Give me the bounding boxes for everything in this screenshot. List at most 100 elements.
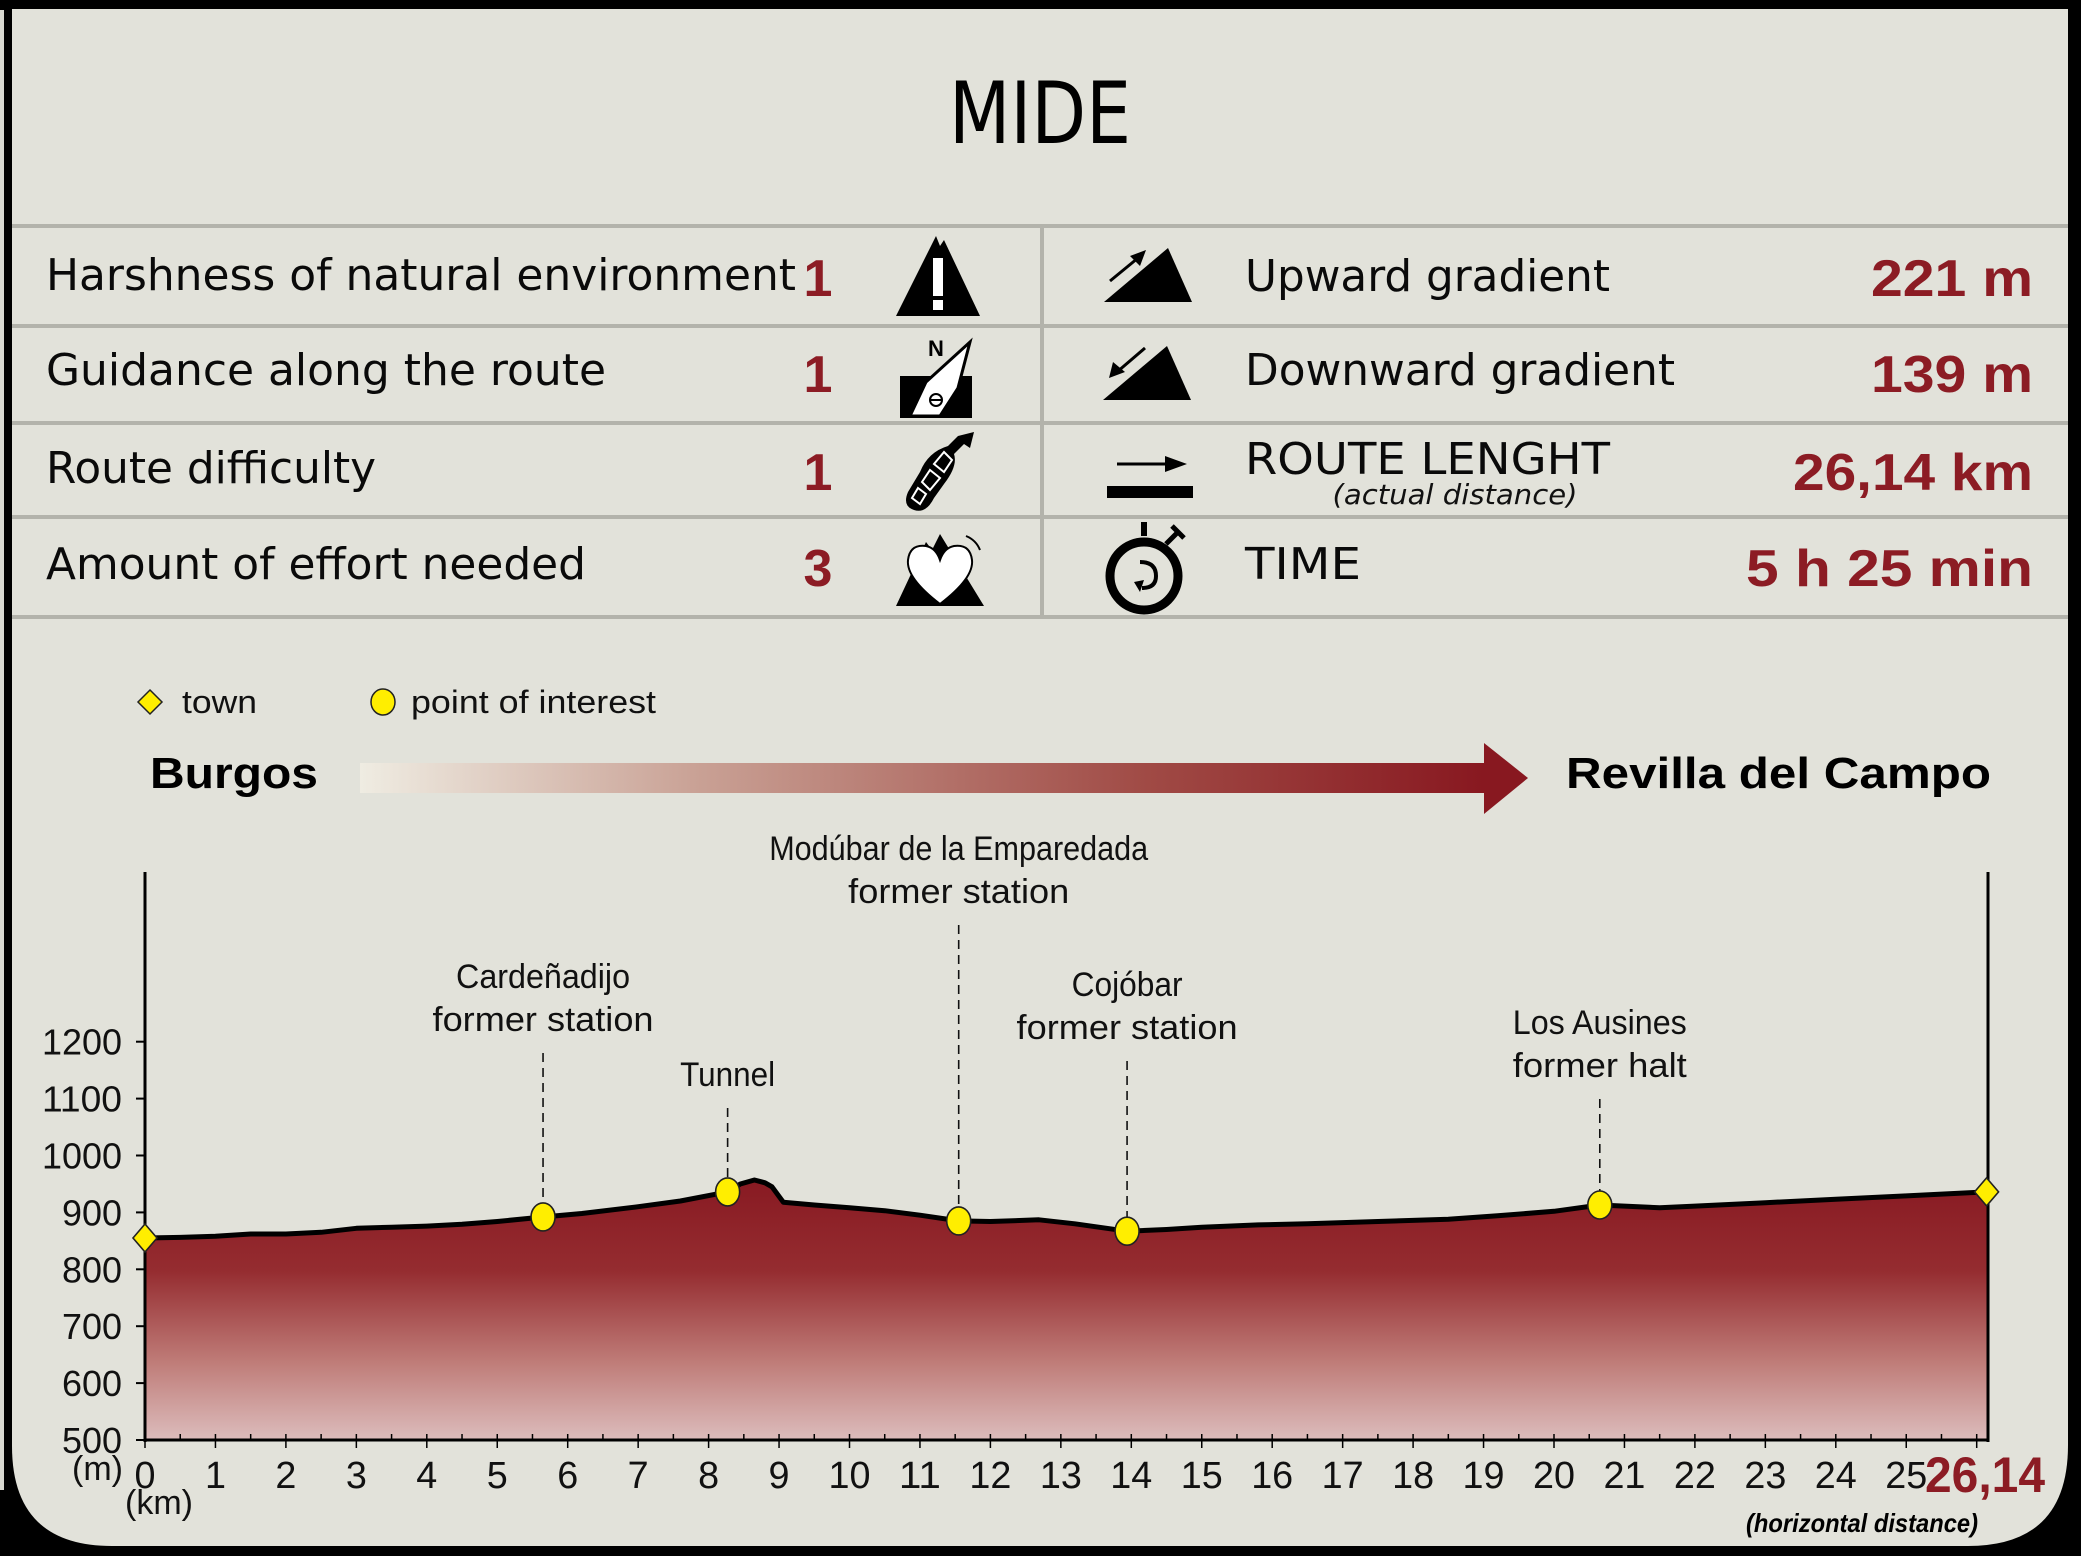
x-tick-label: 12 <box>969 1455 1011 1497</box>
page-title: MIDE <box>949 64 1131 164</box>
distance-arrow-icon <box>1107 456 1193 498</box>
mide-row-downward-gradient: Downward gradient 139 m <box>1103 345 2033 404</box>
x-end-note: (horizontal distance) <box>1746 1508 1978 1538</box>
route-arrow-shaft <box>360 763 1485 793</box>
x-tick-label: 18 <box>1392 1455 1434 1497</box>
x-tick-label: 21 <box>1603 1455 1645 1497</box>
poi-sublabel: former station <box>433 1001 654 1039</box>
mide-row-time: TIME 5 h 25 min <box>1105 522 2033 615</box>
y-tick-label: 600 <box>62 1363 122 1404</box>
x-tick-label: 16 <box>1251 1455 1293 1497</box>
y-tick-label: 500 <box>62 1420 122 1461</box>
y-tick-label: 800 <box>62 1249 122 1290</box>
x-tick-label: 10 <box>829 1455 871 1497</box>
y-tick-label: 900 <box>62 1192 122 1233</box>
x-unit-label: (km) <box>125 1484 193 1522</box>
poi-sublabel: former halt <box>1513 1047 1688 1085</box>
poi-marker-icon <box>714 1177 741 1207</box>
poi-marker-icon <box>1586 1190 1613 1220</box>
x-tick-label: 8 <box>698 1455 719 1497</box>
legend-poi-label: point of interest <box>411 684 656 720</box>
poi-label: Tunnel <box>680 1056 775 1094</box>
uphill-arrow-icon <box>1104 248 1192 302</box>
row-value: 1 <box>804 346 833 404</box>
row-label: Upward gradient <box>1245 251 1610 302</box>
mide-row-upward-gradient: Upward gradient 221 m <box>1104 248 2033 308</box>
poi-marker-icon <box>370 688 396 716</box>
x-tick-label: 0 <box>135 1455 156 1497</box>
poi-label: Modúbar de la Emparedada <box>769 830 1148 868</box>
row-label: ROUTE LENGHT <box>1245 434 1610 485</box>
row-value: 5 h 25 min <box>1746 540 2033 598</box>
poi-sublabel: former station <box>1017 1009 1238 1047</box>
chart-legend: town point of interest <box>136 684 656 720</box>
row-sublabel: (actual distance) <box>1333 478 1578 511</box>
x-tick-label: 23 <box>1744 1455 1786 1497</box>
x-tick-label: 13 <box>1040 1455 1082 1497</box>
downhill-arrow-icon <box>1103 346 1191 400</box>
poi-tunnel: Tunnel <box>680 1056 775 1207</box>
x-tick-label: 1 <box>205 1455 226 1497</box>
x-axis-ticks: 0 1 2 3 4 5 6 7 8 9 10 11 12 13 14 15 16 17 18 19 20 21 22 23 24… <box>135 1434 1978 1497</box>
town-markers <box>131 1176 2000 1254</box>
x-tick-label: 17 <box>1322 1455 1364 1497</box>
harshness-mountain-exclamation-icon <box>896 236 980 316</box>
row-value: 139 m <box>1871 346 2033 404</box>
x-tick-label: 14 <box>1110 1455 1152 1497</box>
row-value: 1 <box>804 444 833 502</box>
elevation-line <box>144 1177 1987 1241</box>
mide-row-harshness: Harshness of natural environment 1 <box>46 236 980 316</box>
row-value: 1 <box>804 250 833 308</box>
legend-town-label: town <box>182 684 257 720</box>
town-marker-icon <box>136 688 164 716</box>
route-direction: Burgos Revilla del Campo <box>150 743 1991 814</box>
route-arrow-head <box>1484 743 1528 814</box>
x-end-label: 26,14 <box>1925 1447 2045 1503</box>
route-start-label: Burgos <box>150 749 318 798</box>
row-label: Guidance along the route <box>46 345 606 396</box>
poi-los-ausines: Los Ausines former halt <box>1513 1004 1688 1220</box>
row-value: 221 m <box>1871 250 2033 308</box>
poi-label: Cojóbar <box>1072 966 1183 1004</box>
elevation-area <box>145 1180 1987 1440</box>
mide-row-difficulty: Route difficulty 1 <box>46 432 974 511</box>
y-tick-label: 1000 <box>42 1136 122 1177</box>
row-label: TIME <box>1244 539 1361 590</box>
y-tick-label: 1100 <box>42 1079 122 1120</box>
row-value: 26,14 km <box>1793 444 2033 502</box>
poi-coj-bar: Cojóbar former station <box>1017 966 1238 1246</box>
stopwatch-icon <box>1105 522 1186 615</box>
mide-row-route-length: ROUTE LENGHT (actual distance) 26,14 km <box>1107 434 2033 511</box>
row-label: Amount of effort needed <box>46 539 586 590</box>
town-marker-revilla-del-campo <box>1973 1176 2000 1208</box>
y-axis-ticks: 500 600 700 800 900 1000 1100 1200 <box>42 1022 145 1461</box>
heart-mountain-icon <box>896 534 984 606</box>
row-label: Route difficulty <box>46 443 376 494</box>
x-tick-label: 25 <box>1885 1455 1927 1497</box>
x-tick-label: 20 <box>1533 1455 1575 1497</box>
poi-mod-bar-de-la-emparedada: Modúbar de la Emparedada former station <box>769 830 1148 1236</box>
x-tick-label: 4 <box>416 1455 437 1497</box>
poi-sublabel: former station <box>848 873 1069 911</box>
row-label: Downward gradient <box>1245 345 1675 396</box>
poi-label: Los Ausines <box>1513 1004 1687 1042</box>
y-unit-label: (m) <box>72 1450 123 1488</box>
x-tick-label: 19 <box>1463 1455 1505 1497</box>
poi-carde-adijo: Cardeñadijo former station <box>433 958 654 1232</box>
x-tick-label: 15 <box>1181 1455 1223 1497</box>
y-tick-label: 700 <box>62 1306 122 1347</box>
boot-sole-icon <box>906 432 974 511</box>
town-marker-burgos <box>131 1222 159 1254</box>
guidance-compass-icon: N <box>900 336 973 418</box>
x-tick-label: 24 <box>1815 1455 1857 1497</box>
poi-marker-icon <box>530 1202 556 1232</box>
x-tick-label: 9 <box>769 1455 790 1497</box>
poi-marker-icon <box>1114 1216 1140 1246</box>
x-tick-label: 22 <box>1674 1455 1716 1497</box>
y-tick-label: 1200 <box>42 1022 122 1063</box>
x-tick-label: 7 <box>628 1455 649 1497</box>
x-tick-label: 11 <box>899 1455 941 1497</box>
row-value: 3 <box>804 540 833 598</box>
